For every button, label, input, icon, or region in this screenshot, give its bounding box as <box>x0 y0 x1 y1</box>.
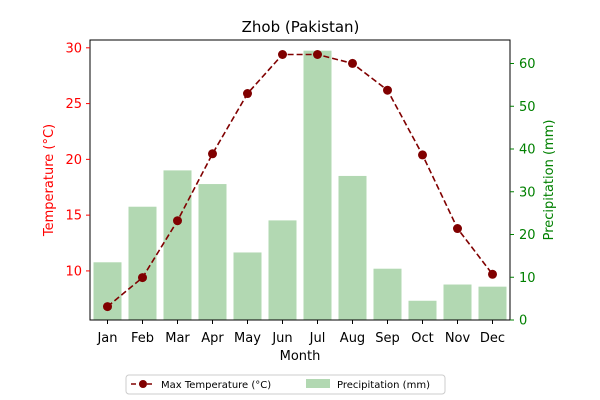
temperature-line <box>103 50 497 312</box>
temp-point-jan <box>103 302 112 312</box>
temp-point-dec <box>488 269 497 279</box>
precip-bar-sep <box>373 268 402 320</box>
precipitation-bars <box>93 50 507 321</box>
plot-frame <box>89 39 511 321</box>
y-left-tick-label: 15 <box>65 209 82 224</box>
y-right-tick-label: 40 <box>519 143 536 158</box>
y-axis-left: 10 15 20 25 30 <box>65 41 90 279</box>
precip-bar-nov <box>443 284 472 320</box>
y-left-tick-label: 20 <box>65 153 82 168</box>
legend-label-temperature: Max Temperature (°C) <box>161 380 271 391</box>
y-right-tick-label: 10 <box>519 271 536 286</box>
y-axis-right: 0 10 20 30 40 50 60 <box>510 57 536 329</box>
temp-point-jul <box>313 50 322 60</box>
temp-point-jun <box>278 50 287 60</box>
x-tick-label: Nov <box>445 331 471 346</box>
x-tick-label: Jul <box>309 331 326 346</box>
x-axis-label: Month <box>280 349 321 364</box>
precip-bar-dec <box>478 286 507 320</box>
chart-title: Zhob (Pakistan) <box>242 18 360 36</box>
temp-point-apr <box>208 149 217 159</box>
temp-point-may <box>243 89 252 99</box>
precip-bar-jun <box>268 220 297 320</box>
y-left-tick-label: 10 <box>65 264 82 279</box>
legend-label-precipitation: Precipitation (mm) <box>337 380 430 391</box>
x-axis: Jan Feb Mar Apr May Jun Jul Aug Sep Oct Nov Dec <box>96 320 505 346</box>
precip-bar-jul <box>303 50 332 321</box>
y-right-tick-label: 30 <box>519 185 536 200</box>
precip-bar-mar <box>163 170 192 320</box>
x-tick-label: Dec <box>480 331 505 346</box>
precip-bar-apr <box>198 184 227 320</box>
y-axis-right-label: Precipitation (mm) <box>542 120 557 241</box>
x-tick-label: Feb <box>131 331 154 346</box>
y-right-tick-label: 50 <box>519 100 536 115</box>
legend: Max Temperature (°C) Precipitation (mm) <box>125 374 446 395</box>
x-tick-label: Jan <box>96 331 117 346</box>
legend-bar-swatch <box>306 379 330 388</box>
x-tick-label: May <box>234 331 261 346</box>
precip-bar-aug <box>338 175 367 320</box>
y-left-tick-label: 25 <box>65 97 82 112</box>
temp-point-sep <box>383 85 392 95</box>
y-axis-left-label: Temperature (°C) <box>42 124 57 237</box>
x-tick-label: Mar <box>165 331 190 346</box>
precip-bar-may <box>233 252 262 320</box>
y-right-tick-label: 0 <box>519 314 527 329</box>
y-left-tick-label: 30 <box>65 41 82 56</box>
precip-bar-oct <box>408 300 437 320</box>
legend-frame <box>125 374 446 395</box>
legend-marker-swatch <box>139 380 147 388</box>
x-tick-label: Sep <box>375 331 400 346</box>
x-tick-label: Aug <box>340 331 365 346</box>
temp-point-mar <box>173 216 182 226</box>
precip-bar-jan <box>93 262 122 320</box>
precip-bar-feb <box>128 206 157 320</box>
temp-point-oct <box>418 150 427 160</box>
temperature-series-line <box>106 53 494 308</box>
temp-point-nov <box>453 224 462 234</box>
y-right-tick-label: 60 <box>519 57 536 72</box>
temp-point-aug <box>348 58 357 68</box>
y-right-tick-label: 20 <box>519 228 536 243</box>
x-tick-label: Jun <box>271 331 292 346</box>
x-tick-label: Apr <box>201 331 224 346</box>
temp-point-feb <box>138 273 147 283</box>
x-tick-label: Oct <box>411 331 433 346</box>
